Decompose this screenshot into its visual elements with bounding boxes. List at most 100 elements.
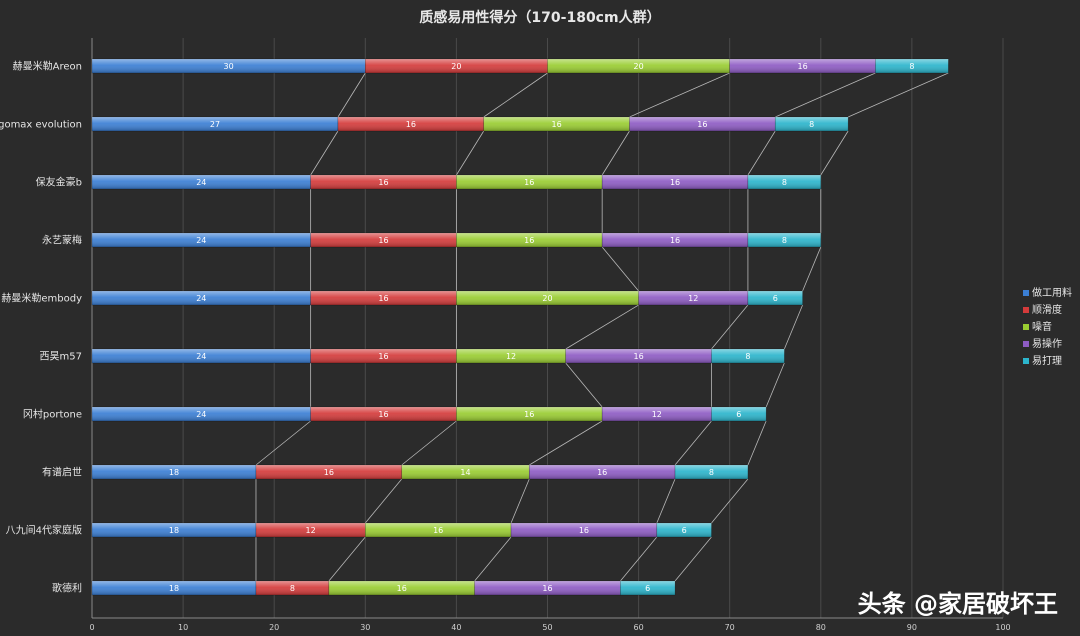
- bar-value-label: 20: [542, 294, 552, 303]
- x-tick-label: 0: [89, 623, 94, 632]
- bar-value-label: 16: [797, 62, 807, 71]
- x-tick-label: 100: [995, 623, 1010, 632]
- connector-line: [674, 420, 712, 466]
- bar-gloss: [310, 233, 457, 247]
- bar-value-label: 16: [634, 352, 644, 361]
- connector-line: [820, 130, 849, 176]
- bar-gloss: [529, 465, 676, 479]
- bar-gloss: [602, 233, 748, 247]
- bar-value-label: 8: [809, 120, 814, 129]
- connector-line: [711, 478, 749, 524]
- bar-gloss: [310, 291, 457, 305]
- bar-gloss: [92, 233, 311, 247]
- bar-value-label: 20: [451, 62, 461, 71]
- bar-value-label: 6: [682, 526, 687, 535]
- bar-gloss: [511, 523, 657, 537]
- bar-value-label: 8: [745, 352, 750, 361]
- bar-value-label: 24: [196, 410, 206, 419]
- bar-value-label: 30: [224, 62, 234, 71]
- bar-value-label: 16: [670, 236, 680, 245]
- bar-value-label: 12: [306, 526, 316, 535]
- bar-value-label: 12: [652, 410, 662, 419]
- category-label: 西昊m57: [40, 351, 82, 363]
- bar-gloss: [310, 175, 457, 189]
- bar-value-label: 16: [670, 178, 680, 187]
- bar-value-label: 12: [688, 294, 698, 303]
- x-tick-labels: 0 10 20 30 40 50 60 70 80 90 100: [89, 623, 1010, 632]
- x-tick-label: 50: [542, 623, 552, 632]
- category-label: 保友金豪b: [36, 176, 82, 189]
- connector-line: [364, 478, 403, 524]
- connector-line: [775, 72, 876, 118]
- bar-gloss: [92, 581, 256, 595]
- legend-label: 噪音: [1032, 320, 1052, 333]
- connector-line: [802, 246, 822, 292]
- connector-lines: [255, 72, 949, 582]
- connector-line: [847, 72, 949, 118]
- watermark: 头条 @家居破坏王: [858, 590, 1058, 618]
- connector-line: [601, 246, 639, 292]
- category-label: 歌德利: [52, 582, 82, 595]
- legend-swatch: [1023, 290, 1029, 296]
- connector-line: [255, 420, 311, 466]
- category-labels: 赫曼米勒Areon Ergomax evolution 保友金豪b 永艺蒙梅赫曼米勒e…: [0, 60, 82, 595]
- bar-gloss: [729, 59, 876, 73]
- category-label: 永艺蒙梅: [42, 234, 82, 247]
- bar-value-label: 24: [196, 178, 206, 187]
- connector-line: [328, 536, 366, 582]
- x-tick-label: 70: [725, 623, 735, 632]
- bar-gloss: [456, 349, 566, 363]
- legend-swatch: [1023, 307, 1029, 313]
- bar-gloss: [401, 465, 530, 479]
- bar-gloss: [474, 581, 621, 595]
- bar-value-label: 16: [697, 120, 707, 129]
- bar-value-label: 16: [433, 526, 443, 535]
- bar-value-label: 16: [406, 120, 416, 129]
- bar-gloss: [92, 175, 311, 189]
- bar-value-label: 24: [196, 294, 206, 303]
- bar-value-label: 12: [506, 352, 516, 361]
- bar-gloss: [310, 407, 457, 421]
- x-tick-label: 90: [907, 623, 917, 632]
- bar-value-label: 24: [196, 236, 206, 245]
- connector-line: [529, 420, 603, 466]
- x-tick-label: 60: [634, 623, 644, 632]
- bar-value-label: 27: [210, 120, 220, 129]
- bar-gloss: [656, 523, 712, 537]
- bar-gloss: [92, 59, 366, 73]
- bar-value-label: 8: [709, 468, 714, 477]
- bar-gloss: [547, 59, 730, 73]
- category-label: 有谱启世: [42, 466, 82, 479]
- category-label: 赫曼米勒Areon: [13, 60, 82, 73]
- bar-value-label: 16: [397, 584, 407, 593]
- bar-value-label: 8: [909, 62, 914, 71]
- bar-gloss: [255, 523, 366, 537]
- bar-gloss: [483, 117, 630, 131]
- bar-gloss: [365, 59, 548, 73]
- bar-value-label: 8: [290, 584, 295, 593]
- bar-gloss: [328, 581, 475, 595]
- bar-value-label: 24: [196, 352, 206, 361]
- connector-line: [483, 72, 548, 118]
- legend-label: 易打理: [1032, 354, 1062, 367]
- chart-title: 质感易用性得分（170-180cm人群）: [419, 9, 660, 26]
- bar-gloss: [92, 407, 311, 421]
- bar-value-label: 14: [460, 468, 470, 477]
- bar-value-label: 6: [773, 294, 778, 303]
- bar-gloss: [620, 581, 676, 595]
- bar-gloss: [675, 465, 748, 479]
- bar-gloss: [456, 407, 603, 421]
- bar-gloss: [747, 175, 821, 189]
- bar-gloss: [92, 291, 311, 305]
- legend-swatch: [1023, 358, 1029, 364]
- connector-line: [765, 362, 785, 408]
- bar-value-label: 6: [736, 410, 741, 419]
- bar-value-label: 16: [524, 178, 534, 187]
- bar-value-label: 16: [597, 468, 607, 477]
- bar-value-label: 16: [552, 120, 562, 129]
- connector-line: [656, 478, 676, 524]
- bar-gloss: [92, 349, 311, 363]
- bar-gloss: [602, 407, 712, 421]
- bar-gloss: [747, 233, 821, 247]
- bars: 30 20 20 16 8 27 16 16 16 8 24 16 16 16 8 24 16 16 16 8 24 16…: [91, 58, 949, 596]
